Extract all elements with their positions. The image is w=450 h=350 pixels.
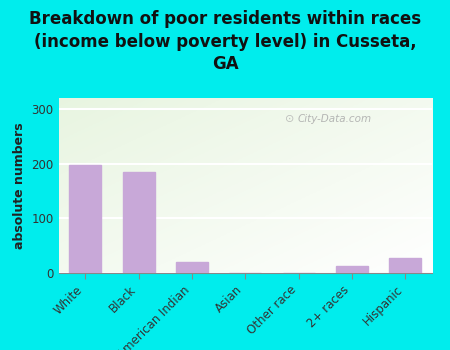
Y-axis label: absolute numbers: absolute numbers: [13, 122, 26, 249]
Text: Breakdown of poor residents within races
(income below poverty level) in Cusseta: Breakdown of poor residents within races…: [29, 10, 421, 73]
Bar: [389, 258, 421, 273]
Bar: [336, 266, 368, 273]
Text: City-Data.com: City-Data.com: [298, 114, 372, 124]
Bar: [176, 262, 208, 273]
Bar: [122, 172, 154, 273]
Bar: [69, 165, 101, 273]
Text: ⊙: ⊙: [285, 114, 295, 124]
